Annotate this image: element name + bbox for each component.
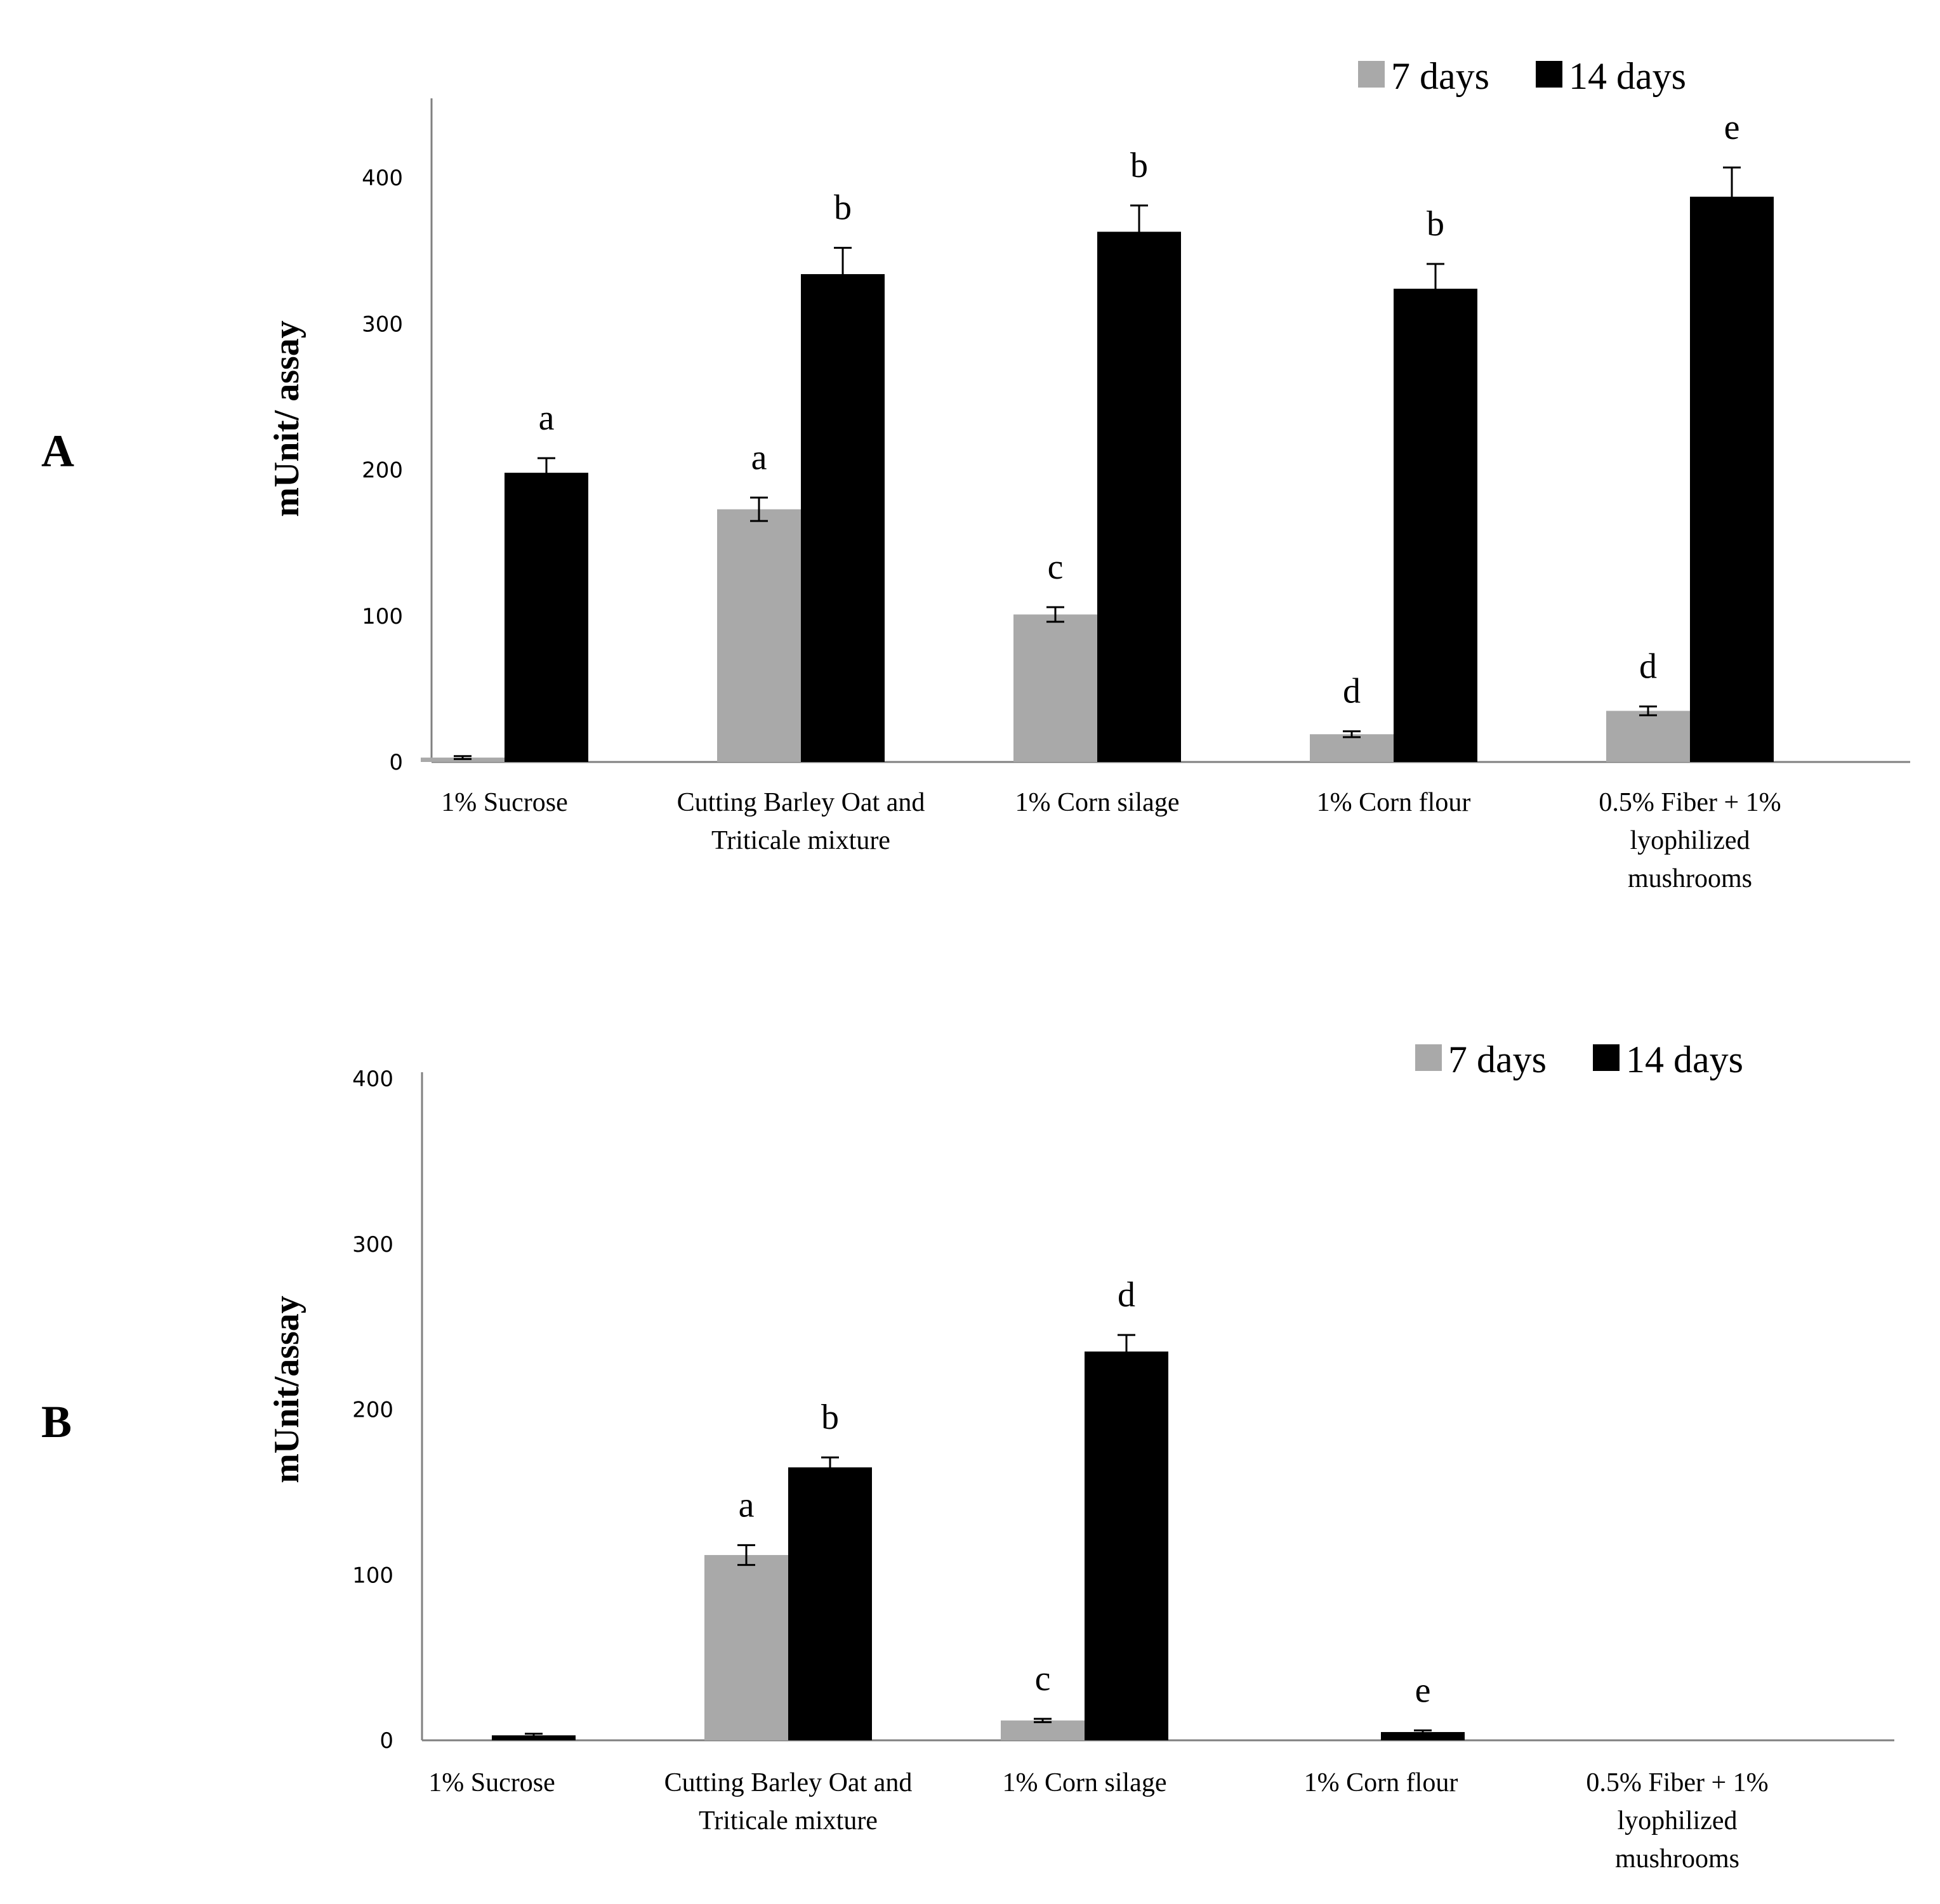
significance-letter: d bbox=[1639, 647, 1657, 686]
significance-letter: e bbox=[1724, 108, 1740, 147]
x-category-label: Triticale mixture bbox=[699, 1806, 878, 1835]
bar-7-days bbox=[1001, 1720, 1085, 1740]
y-tick-label: 300 bbox=[352, 1232, 393, 1257]
bar-14-days bbox=[1097, 232, 1181, 762]
x-category-label: lyophilized bbox=[1618, 1806, 1738, 1835]
bar-14-days bbox=[801, 274, 885, 763]
error-bar bbox=[737, 1544, 755, 1566]
error-bar bbox=[1118, 1334, 1135, 1369]
y-tick-label: 0 bbox=[379, 1728, 393, 1754]
significance-letter: b bbox=[821, 1398, 839, 1437]
bar-7-days bbox=[1013, 614, 1097, 762]
legend-swatch bbox=[1358, 61, 1385, 88]
x-category-label: 1% Sucrose bbox=[428, 1768, 555, 1797]
significance-letter: d bbox=[1343, 672, 1361, 711]
significance-letter: a bbox=[739, 1485, 755, 1525]
y-tick-label: 100 bbox=[352, 1563, 393, 1588]
bar-14-days bbox=[1690, 197, 1774, 762]
significance-letter: d bbox=[1118, 1275, 1135, 1315]
y-tick-label: 200 bbox=[362, 458, 403, 483]
y-tick-label: 400 bbox=[352, 1067, 393, 1092]
legend-label: 7 days bbox=[1448, 1039, 1547, 1080]
error-bar bbox=[1427, 263, 1444, 315]
bar-7-days bbox=[1606, 711, 1690, 762]
y-tick-label: 100 bbox=[362, 604, 403, 629]
x-category-label: 1% Corn flour bbox=[1304, 1768, 1458, 1797]
legend-swatch bbox=[1415, 1044, 1442, 1071]
x-category-label: Cutting Barley Oat and bbox=[677, 788, 925, 817]
legend: 7 days 14 days bbox=[1358, 55, 1686, 97]
legend-label: 7 days bbox=[1391, 55, 1489, 97]
bar-14-days bbox=[1394, 289, 1477, 763]
significance-letter: a bbox=[751, 438, 767, 477]
y-tick-label: 0 bbox=[389, 750, 403, 775]
x-category-label: lyophilized bbox=[1630, 826, 1750, 855]
legend-swatch bbox=[1536, 61, 1562, 88]
error-bar bbox=[1723, 166, 1741, 227]
x-category-label: 1% Corn flour bbox=[1317, 788, 1471, 817]
error-bar bbox=[834, 247, 852, 301]
bar-7-days bbox=[1310, 734, 1394, 762]
error-bar bbox=[525, 1733, 543, 1738]
y-axis-label: mUnit/assay bbox=[267, 1296, 307, 1483]
error-bar bbox=[1046, 606, 1064, 623]
error-bar bbox=[454, 755, 472, 760]
error-bar bbox=[1639, 706, 1657, 716]
bar-14-days bbox=[788, 1467, 872, 1740]
significance-letter: b bbox=[1130, 146, 1148, 185]
x-category-label: mushrooms bbox=[1615, 1844, 1739, 1874]
significance-letter: b bbox=[834, 188, 852, 228]
x-category-label: mushrooms bbox=[1628, 864, 1752, 893]
y-tick-label: 200 bbox=[352, 1398, 393, 1423]
error-bar bbox=[1130, 204, 1148, 259]
significance-letter: c bbox=[1048, 548, 1064, 587]
x-category-label: Cutting Barley Oat and bbox=[664, 1768, 913, 1797]
significance-letter: c bbox=[1035, 1659, 1051, 1698]
bar-7-days bbox=[704, 1554, 788, 1740]
bar-14-days bbox=[505, 473, 588, 762]
x-category-label: 1% Sucrose bbox=[441, 788, 567, 817]
y-tick-label: 400 bbox=[362, 166, 403, 191]
error-bar bbox=[1343, 730, 1361, 739]
legend: 7 days 14 days bbox=[1415, 1039, 1743, 1080]
panel-letter: B bbox=[41, 1396, 72, 1447]
error-bar bbox=[750, 496, 768, 522]
y-tick-label: 300 bbox=[362, 312, 403, 337]
error-bar bbox=[1034, 1717, 1052, 1723]
significance-letter: a bbox=[539, 398, 555, 438]
x-category-label: Triticale mixture bbox=[711, 826, 890, 855]
y-axis-label: mUnit/ assay bbox=[267, 320, 307, 517]
x-category-label: 0.5% Fiber + 1% bbox=[1599, 788, 1781, 817]
significance-letter: b bbox=[1427, 204, 1444, 244]
legend-label: 14 days bbox=[1569, 55, 1686, 97]
bar-14-days bbox=[1085, 1351, 1168, 1740]
bar-7-days bbox=[717, 509, 801, 762]
x-category-label: 1% Corn silage bbox=[1003, 1768, 1167, 1797]
error-bar bbox=[538, 457, 555, 489]
error-bar bbox=[1414, 1729, 1432, 1735]
x-category-label: 1% Corn silage bbox=[1015, 788, 1180, 817]
significance-letter: e bbox=[1415, 1671, 1431, 1710]
legend-swatch bbox=[1593, 1044, 1620, 1071]
legend-label: 14 days bbox=[1626, 1039, 1743, 1080]
x-category-label: 0.5% Fiber + 1% bbox=[1586, 1768, 1768, 1797]
bar-14-days bbox=[1381, 1731, 1465, 1740]
panel-letter: A bbox=[41, 426, 74, 476]
error-bar bbox=[821, 1456, 839, 1478]
